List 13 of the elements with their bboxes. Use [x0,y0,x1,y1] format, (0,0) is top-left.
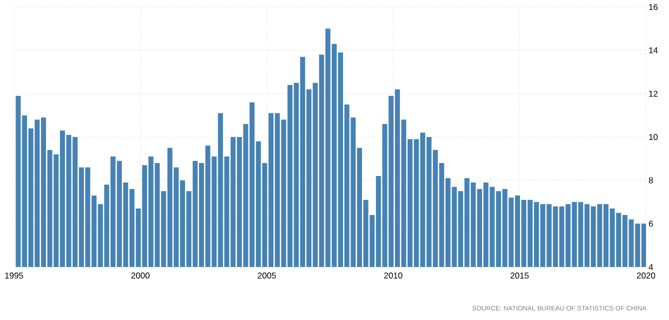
y-tick-label: 4 [648,264,654,270]
x-tick-label: 2010 [384,272,402,279]
y-tick-label: 10 [649,134,658,140]
y-tick-label: 16 [649,4,658,10]
x-tick-label: 2005 [258,272,276,279]
x-tick-label: 1995 [5,272,24,279]
y-tick-label: 8 [648,177,653,184]
x-tick-label: 2020 [636,272,656,279]
y-tick-label: 6 [648,220,653,227]
x-tick-label: 2015 [510,272,529,279]
y-tick-label: 12 [649,90,658,97]
y-tick-label: 14 [649,47,658,54]
x-tick-label: 2000 [131,272,150,279]
